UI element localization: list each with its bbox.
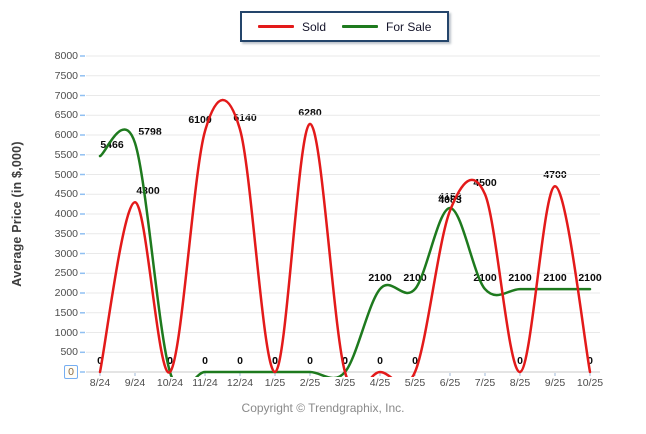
y-tick-label: 2500	[54, 267, 78, 280]
series-line-for-sale	[98, 128, 592, 377]
data-label-for-sale: 0	[237, 355, 243, 367]
data-label-for-sale: 0	[307, 355, 313, 367]
y-tick-label: 1000	[54, 326, 78, 339]
data-label-sold: 0	[587, 355, 593, 367]
data-label-sold: 6100	[188, 114, 212, 127]
x-tick-label: 2/25	[299, 377, 321, 389]
y-tick-label: 5000	[54, 168, 78, 181]
data-label-sold: 4300	[136, 185, 160, 198]
data-label-sold: 0	[517, 355, 523, 367]
data-label-for-sale: 5798	[138, 125, 162, 138]
data-label-sold: 6280	[298, 106, 322, 119]
sold-line-swatch	[258, 25, 294, 28]
data-label-for-sale: 2100	[368, 272, 392, 285]
data-label-for-sale: 5466	[100, 139, 124, 152]
x-tick-label: 5/25	[404, 377, 426, 389]
data-label-for-sale: 2100	[473, 272, 497, 285]
x-tick-label: 8/25	[509, 377, 531, 389]
y-tick-label: 6000	[54, 129, 78, 141]
x-tick-label: 12/24	[226, 377, 254, 389]
y-tick-label: 500	[60, 346, 78, 359]
data-label-for-sale: 0	[272, 355, 278, 367]
x-tick-label: 8/24	[89, 377, 111, 389]
data-label-sold: 0	[272, 355, 278, 367]
y-tick-label: 4000	[54, 208, 78, 220]
x-tick-label: 11/24	[192, 377, 218, 389]
series-line-sold	[98, 98, 592, 377]
x-tick-label: 9/25	[544, 377, 566, 389]
data-label-sold: 0	[377, 355, 383, 367]
x-tick-label: 10/25	[576, 377, 604, 389]
x-tick-label: 6/25	[439, 377, 461, 389]
x-tick-label: 9/24	[124, 377, 146, 389]
copyright-text: Copyright © Trendgraphix, Inc.	[241, 401, 405, 415]
y-tick-label[interactable]: 0	[0, 365, 78, 379]
x-tick-label: 4/25	[369, 377, 391, 389]
data-label-for-sale: 4153	[438, 190, 462, 203]
y-tick-label: 5500	[54, 148, 78, 161]
legend-item-for-sale[interactable]: For Sale	[342, 20, 431, 34]
data-label-for-sale: 0	[202, 355, 208, 367]
y-axis-title: Average Price (in $,000)	[10, 141, 24, 287]
data-label-sold: 6140	[233, 112, 257, 125]
y-tick-label: 8000	[54, 50, 78, 62]
data-label-for-sale: 0	[167, 355, 173, 367]
x-tick-label: 3/25	[334, 377, 356, 389]
y-tick-label: 7000	[54, 89, 78, 102]
x-tick-label: 7/25	[474, 377, 496, 389]
y-tick-label: 3500	[54, 227, 78, 240]
data-label-for-sale: 2100	[508, 272, 532, 285]
legend-item-sold[interactable]: Sold	[258, 20, 326, 34]
data-label-sold: 4500	[473, 177, 497, 190]
data-label-for-sale: 2100	[403, 272, 427, 285]
legend-label-for-sale: For Sale	[386, 19, 432, 34]
data-label-for-sale: 2100	[578, 272, 602, 285]
y-tick-label: 6500	[54, 109, 78, 122]
y-tick-label: 4500	[54, 188, 78, 201]
data-label-for-sale: 2100	[543, 272, 567, 285]
data-label-sold: 0	[167, 355, 173, 367]
data-label-sold: 4700	[543, 169, 567, 182]
for-sale-line-swatch	[342, 25, 379, 28]
x-tick-label: 1/25	[264, 377, 286, 389]
data-label-sold: 0	[412, 355, 418, 367]
data-label-sold: 4083	[438, 193, 462, 206]
y-tick-label: 7500	[54, 69, 78, 82]
data-label-sold: 0	[97, 355, 103, 367]
y-tick-label: 2000	[54, 287, 78, 299]
data-label-for-sale: 0	[342, 355, 348, 367]
x-tick-label: 10/24	[156, 377, 184, 389]
legend: Sold For Sale	[240, 11, 450, 42]
legend-label-sold: Sold	[302, 19, 327, 34]
data-label-sold: 0	[342, 355, 348, 367]
y-tick-label: 3000	[54, 247, 78, 260]
y-tick-label: 1500	[54, 306, 78, 319]
